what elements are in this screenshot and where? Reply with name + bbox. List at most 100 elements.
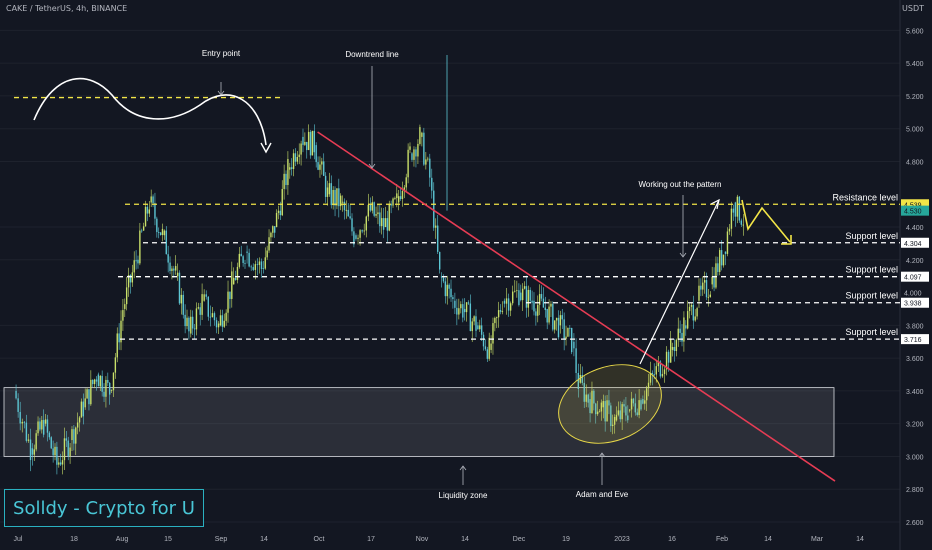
candle-body	[21, 421, 23, 424]
candle-body	[29, 439, 32, 461]
price-tag-box	[901, 205, 929, 216]
candle-body	[583, 382, 585, 402]
candle-body	[442, 277, 445, 282]
candle-body	[67, 440, 69, 457]
candle-body	[135, 260, 137, 262]
candle-body	[612, 424, 614, 427]
candle-body	[415, 149, 417, 157]
support-level-label: Support level	[845, 291, 898, 301]
x-tick-label: Dec	[513, 536, 526, 543]
price-tag-box	[901, 199, 929, 210]
candle-body	[452, 297, 454, 300]
candle-body	[39, 421, 41, 430]
candle-body	[542, 298, 545, 308]
candle-body	[158, 232, 160, 233]
candle-body	[730, 208, 733, 229]
candle-body	[386, 218, 389, 231]
candle-body	[17, 398, 19, 412]
candle-body	[338, 188, 340, 207]
candle-body	[144, 206, 147, 227]
candle-body	[647, 382, 650, 389]
candle-body	[292, 153, 295, 169]
candle-body	[388, 203, 390, 231]
candle-body	[182, 294, 184, 315]
candle-body	[613, 417, 616, 425]
adam-and-eve-pointer-head	[598, 452, 606, 458]
candle-body	[694, 316, 696, 321]
candle-body	[529, 289, 531, 301]
candle-body	[285, 173, 287, 185]
candle-body	[486, 349, 489, 359]
candle-body	[657, 361, 660, 367]
candle-body	[462, 304, 464, 318]
y-tick-label: 3.800	[906, 323, 924, 330]
candle-body	[317, 162, 319, 170]
candle-body	[696, 308, 698, 317]
x-tick-label: 15	[164, 536, 172, 543]
candle-body	[675, 339, 678, 352]
candle-body	[262, 268, 265, 269]
y-tick-label: 3.000	[906, 454, 924, 461]
candle-body	[439, 251, 441, 270]
candle-body	[409, 146, 411, 150]
candle-body	[512, 291, 514, 304]
candle-body	[736, 196, 739, 217]
candle-body	[382, 218, 385, 230]
candle-body	[423, 132, 425, 165]
candle-body	[683, 317, 685, 342]
candle-body	[581, 374, 583, 383]
price-tag-box	[901, 271, 929, 282]
candle-body	[501, 311, 504, 313]
candle-body	[692, 304, 695, 321]
candle-body	[520, 292, 522, 301]
candle-body	[84, 398, 86, 408]
candle-body	[471, 321, 473, 332]
candle-body	[54, 446, 56, 456]
candle-body	[589, 399, 591, 414]
candle-body	[413, 149, 415, 160]
candle-body	[446, 284, 448, 297]
candle-body	[351, 218, 353, 232]
candle-body	[377, 212, 379, 215]
candle-body	[561, 315, 563, 320]
candle-body	[321, 161, 323, 165]
candle-body	[688, 306, 691, 312]
candle-body	[600, 402, 603, 412]
candle-body	[433, 190, 435, 228]
candle-body	[169, 262, 171, 271]
liquidity-zone-label: Liquidity zone	[439, 491, 488, 500]
candle-body	[99, 375, 101, 387]
candle-body	[514, 290, 516, 292]
candle-body	[217, 323, 220, 328]
candle-body	[659, 361, 662, 377]
candle-body	[43, 420, 45, 435]
price-tag-label: 4.000	[904, 291, 922, 298]
candle-body	[677, 328, 679, 340]
candle-body	[274, 226, 276, 233]
y-tick-label: 5.200	[906, 94, 924, 101]
curve-arrow-icon	[260, 142, 272, 154]
candle-body	[254, 264, 257, 270]
candle-body	[281, 188, 283, 216]
candle-body	[673, 346, 676, 352]
candle-body	[296, 157, 299, 162]
candle-body	[71, 429, 73, 441]
y-tick-label: 3.400	[906, 389, 924, 396]
liquidity-zone-box	[3, 387, 835, 457]
candle-body	[188, 317, 190, 332]
candle-body	[180, 294, 183, 304]
candle-body	[50, 437, 52, 449]
candle-body	[671, 346, 674, 350]
entry-curve-sketch	[33, 77, 267, 146]
candle-body	[702, 282, 704, 290]
candle-body	[715, 263, 717, 288]
candle-body	[61, 460, 64, 465]
candle-body	[363, 230, 365, 232]
candle-body	[359, 230, 361, 238]
y-tick-label: 3.200	[906, 422, 924, 429]
candle-body	[139, 230, 141, 264]
candle-body	[175, 266, 177, 271]
candle-body	[425, 159, 427, 165]
candle-body	[399, 196, 402, 200]
